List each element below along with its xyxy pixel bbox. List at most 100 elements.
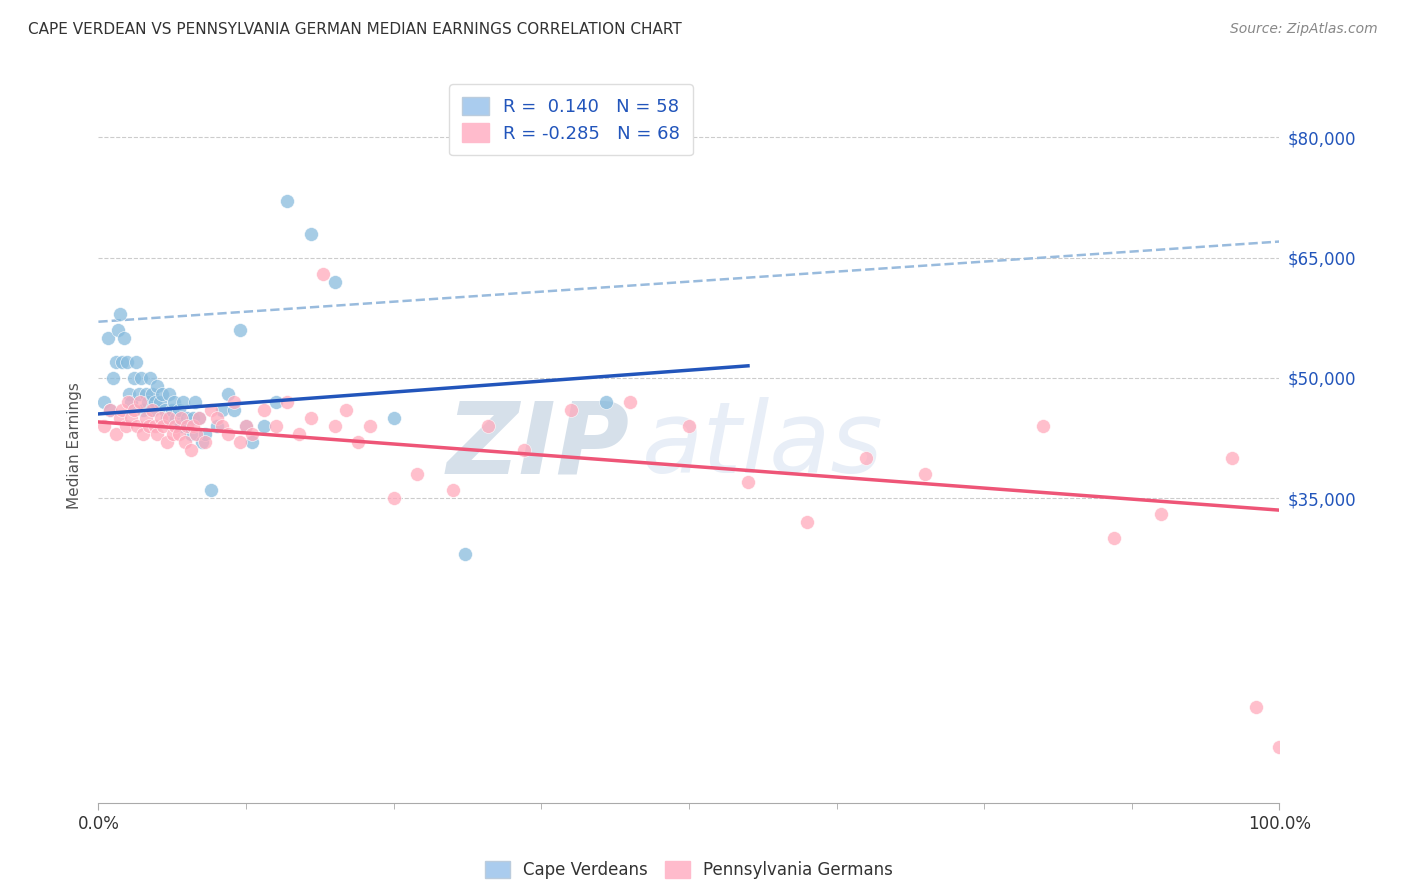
Point	[146, 379, 169, 393]
Point	[224, 403, 246, 417]
Point	[235, 419, 257, 434]
Point	[132, 403, 155, 417]
Point	[163, 395, 186, 409]
Point	[323, 275, 346, 289]
Point	[127, 419, 149, 434]
Point	[229, 435, 252, 450]
Point	[136, 395, 159, 409]
Point	[143, 419, 166, 434]
Point	[105, 427, 128, 442]
Point	[121, 395, 143, 409]
Point	[115, 355, 138, 369]
Point	[141, 403, 163, 417]
Point	[122, 403, 145, 417]
Point	[1032, 419, 1054, 434]
Text: atlas: atlas	[641, 398, 883, 494]
Point	[153, 403, 176, 417]
Point	[180, 427, 202, 442]
Point	[132, 427, 155, 442]
Point	[93, 419, 115, 434]
Point	[172, 395, 194, 409]
Point	[737, 475, 759, 489]
Point	[441, 483, 464, 497]
Point	[114, 419, 136, 434]
Point	[121, 411, 143, 425]
Point	[176, 411, 198, 425]
Point	[149, 395, 172, 409]
Point	[312, 267, 335, 281]
Point	[205, 419, 228, 434]
Point	[217, 427, 239, 442]
Point	[176, 419, 198, 434]
Point	[1244, 699, 1267, 714]
Point	[162, 427, 184, 442]
Point	[165, 419, 187, 434]
Point	[264, 395, 287, 409]
Point	[93, 395, 115, 409]
Point	[138, 419, 160, 434]
Point	[157, 411, 180, 425]
Point	[180, 442, 202, 457]
Point	[240, 427, 263, 442]
Point	[299, 411, 322, 425]
Point	[240, 435, 263, 450]
Point	[299, 227, 322, 241]
Point	[108, 307, 131, 321]
Point	[181, 419, 204, 434]
Point	[276, 194, 298, 209]
Point	[143, 395, 166, 409]
Point	[200, 483, 222, 497]
Point	[288, 427, 311, 442]
Point	[167, 403, 190, 417]
Point	[1268, 739, 1291, 754]
Point	[678, 419, 700, 434]
Point	[139, 371, 162, 385]
Point	[118, 387, 141, 401]
Point	[112, 331, 135, 345]
Point	[382, 411, 405, 425]
Point	[97, 331, 120, 345]
Point	[105, 355, 128, 369]
Point	[129, 371, 152, 385]
Point	[173, 435, 195, 450]
Point	[205, 411, 228, 425]
Point	[276, 395, 298, 409]
Point	[1102, 531, 1125, 545]
Point	[253, 419, 276, 434]
Point	[264, 419, 287, 434]
Point	[186, 427, 208, 442]
Point	[146, 427, 169, 442]
Point	[165, 411, 187, 425]
Point	[194, 435, 217, 450]
Point	[347, 435, 370, 450]
Point	[595, 395, 617, 409]
Point	[150, 411, 173, 425]
Point	[150, 387, 173, 401]
Point	[217, 387, 239, 401]
Point	[1220, 450, 1243, 465]
Point	[135, 411, 157, 425]
Point	[359, 419, 381, 434]
Point	[323, 419, 346, 434]
Point	[855, 450, 877, 465]
Point	[152, 419, 174, 434]
Point	[125, 355, 148, 369]
Point	[160, 403, 183, 417]
Point	[184, 395, 207, 409]
Point	[128, 387, 150, 401]
Point	[211, 403, 233, 417]
Point	[229, 323, 252, 337]
Point	[141, 387, 163, 401]
Point	[453, 547, 475, 561]
Point	[619, 395, 641, 409]
Point	[181, 411, 204, 425]
Point	[194, 427, 217, 442]
Point	[187, 411, 209, 425]
Point	[512, 442, 534, 457]
Point	[170, 419, 193, 434]
Point	[107, 323, 129, 337]
Point	[142, 403, 165, 417]
Legend: Cape Verdeans, Pennsylvania Germans: Cape Verdeans, Pennsylvania Germans	[477, 853, 901, 888]
Y-axis label: Median Earnings: Median Earnings	[67, 383, 83, 509]
Point	[170, 411, 193, 425]
